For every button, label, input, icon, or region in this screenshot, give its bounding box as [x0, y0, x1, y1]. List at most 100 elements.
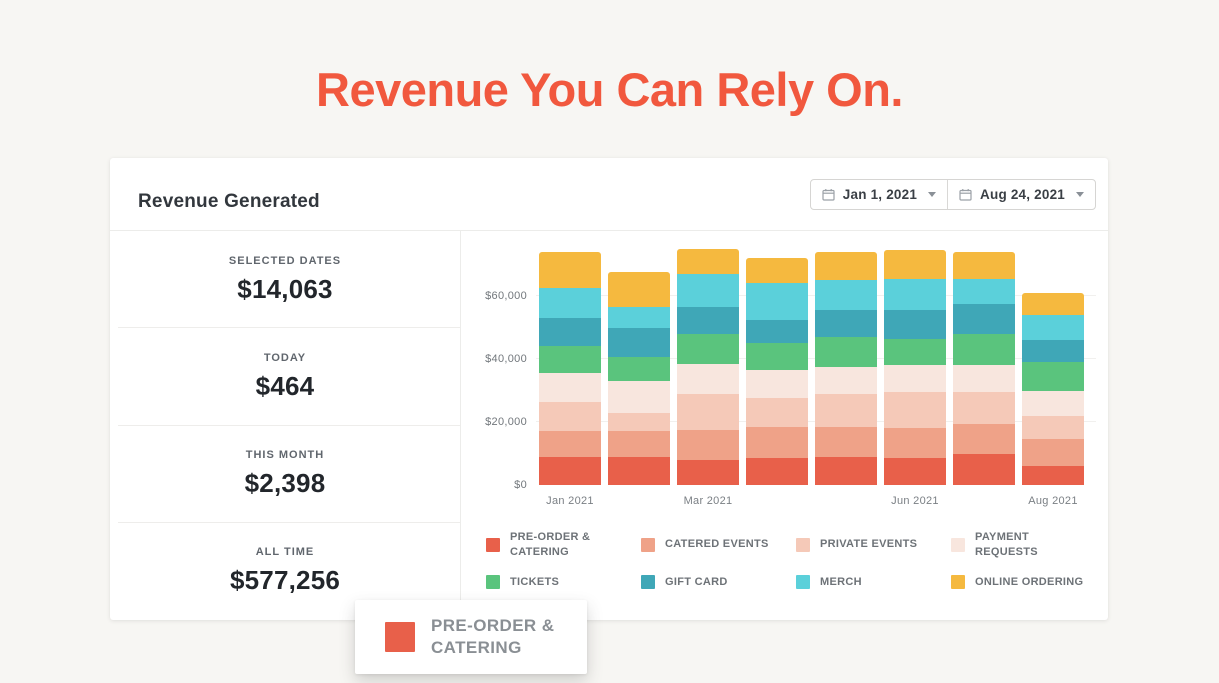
bar-segment[interactable] [815, 456, 877, 485]
bar-segment[interactable] [608, 431, 670, 457]
end-date-button[interactable]: Aug 24, 2021 [947, 180, 1095, 209]
chevron-down-icon [1076, 192, 1084, 197]
stat-label: ALL TIME [255, 546, 315, 559]
y-axis-tick-label: $60,000 [485, 290, 527, 302]
bar-segment[interactable] [608, 412, 670, 432]
bar-segment[interactable] [884, 392, 946, 429]
bar-segment[interactable] [953, 453, 1015, 485]
bar-segment[interactable] [539, 288, 601, 319]
bar-segment[interactable] [1022, 466, 1084, 485]
stat-label: SELECTED DATES [228, 254, 342, 267]
x-axis: Jan 2021 Mar 2021 Jun 2021 Aug 2021 [536, 495, 1096, 507]
bar-segment[interactable] [539, 251, 601, 289]
bar-segment[interactable] [953, 251, 1015, 279]
bar-segment[interactable] [953, 278, 1015, 304]
stats-panel: SELECTED DATES $14,063 TODAY $464 THIS MONTH… [110, 231, 460, 620]
bar-segment[interactable] [677, 248, 739, 274]
x-axis-tick-label [815, 495, 877, 507]
bar-segment[interactable] [953, 303, 1015, 334]
bar-segment[interactable] [677, 429, 739, 460]
bar-segment[interactable] [884, 338, 946, 366]
stat-value: $577,256 [229, 565, 341, 596]
legend-label: MERCH [820, 575, 862, 588]
bar-segment[interactable] [677, 459, 739, 485]
stat-cell: SELECTED DATES $14,063 [110, 231, 460, 329]
bar-segment[interactable] [539, 401, 601, 432]
stat-label: TODAY [263, 351, 307, 364]
bar-segment[interactable] [1022, 439, 1084, 467]
bar-segment[interactable] [746, 458, 808, 485]
bar-segment[interactable] [953, 423, 1015, 454]
bar-segment[interactable] [815, 280, 877, 311]
bar-segment[interactable] [746, 398, 808, 427]
bar-segment[interactable] [677, 393, 739, 430]
legend-label: PAYMENT REQUESTS [975, 531, 1038, 558]
legend-item[interactable]: PAYMENT REQUESTS [951, 530, 1111, 560]
bar-segment[interactable] [815, 366, 877, 394]
legend-item[interactable]: ONLINE ORDERING [951, 575, 1111, 590]
y-axis-tick-label: $20,000 [485, 416, 527, 428]
bar-segment[interactable] [608, 381, 670, 413]
bar-segment[interactable] [677, 333, 739, 364]
bar-column [746, 233, 808, 485]
card-title: Revenue Generated [138, 191, 320, 212]
bar-segment[interactable] [953, 392, 1015, 424]
bar-segment[interactable] [1022, 362, 1084, 391]
legend-item[interactable]: PRE-ORDER & CATERING [486, 530, 641, 560]
legend-swatch [641, 537, 655, 552]
bar-segment[interactable] [746, 319, 808, 344]
bar-segment[interactable] [677, 363, 739, 394]
legend-item[interactable]: MERCH [796, 575, 951, 590]
end-date-label: Aug 24, 2021 [980, 187, 1065, 202]
bar-segment[interactable] [746, 283, 808, 320]
bar-segment[interactable] [539, 431, 601, 457]
bar-segment[interactable] [1022, 314, 1084, 341]
legend-item[interactable]: PRIVATE EVENTS [796, 537, 951, 552]
bar-segment[interactable] [539, 346, 601, 374]
legend-swatch [951, 537, 965, 552]
bar-segment[interactable] [884, 278, 946, 311]
bar-segment[interactable] [608, 357, 670, 382]
bar-segment[interactable] [1022, 415, 1084, 440]
bar-segment[interactable] [815, 336, 877, 367]
legend-item[interactable]: TICKETS [486, 575, 641, 590]
bar-segment[interactable] [746, 343, 808, 371]
bar-segment[interactable] [608, 272, 670, 308]
bar-segment[interactable] [815, 393, 877, 427]
bar-segment[interactable] [884, 310, 946, 339]
bar-segment[interactable] [953, 333, 1015, 366]
x-axis-tick-label: Mar 2021 [683, 495, 733, 507]
header-divider [110, 230, 1108, 231]
start-date-button[interactable]: Jan 1, 2021 [811, 180, 947, 209]
bar-segment[interactable] [884, 365, 946, 393]
legend-item[interactable]: CATERED EVENTS [641, 537, 796, 552]
bar-segment[interactable] [539, 318, 601, 347]
bar-segment[interactable] [1022, 292, 1084, 315]
bar-segment[interactable] [953, 365, 1015, 393]
bar-segment[interactable] [677, 274, 739, 308]
bar-segment[interactable] [746, 426, 808, 459]
x-axis-tick-label: Aug 2021 [1028, 495, 1078, 507]
legend-label: TICKETS [510, 575, 560, 588]
legend-item[interactable]: GIFT CARD [641, 575, 796, 590]
bar-segment[interactable] [539, 456, 601, 485]
bar-segment[interactable] [746, 258, 808, 284]
calendar-icon [959, 188, 972, 201]
stat-cell: TODAY $464 [110, 328, 460, 426]
legend-swatch [641, 575, 655, 590]
bar-segment[interactable] [608, 456, 670, 485]
bar-segment[interactable] [539, 373, 601, 402]
bar-segment[interactable] [884, 458, 946, 485]
bar-segment[interactable] [608, 327, 670, 358]
bar-segment[interactable] [1022, 390, 1084, 416]
bar-segment[interactable] [746, 370, 808, 399]
bar-segment[interactable] [884, 428, 946, 459]
bar-segment[interactable] [815, 310, 877, 337]
bar-segment[interactable] [608, 307, 670, 328]
bar-segment[interactable] [677, 307, 739, 334]
bar-segment[interactable] [815, 426, 877, 457]
bar-segment[interactable] [884, 250, 946, 279]
chevron-down-icon [928, 192, 937, 197]
bar-segment[interactable] [1022, 340, 1084, 363]
bar-segment[interactable] [815, 251, 877, 281]
